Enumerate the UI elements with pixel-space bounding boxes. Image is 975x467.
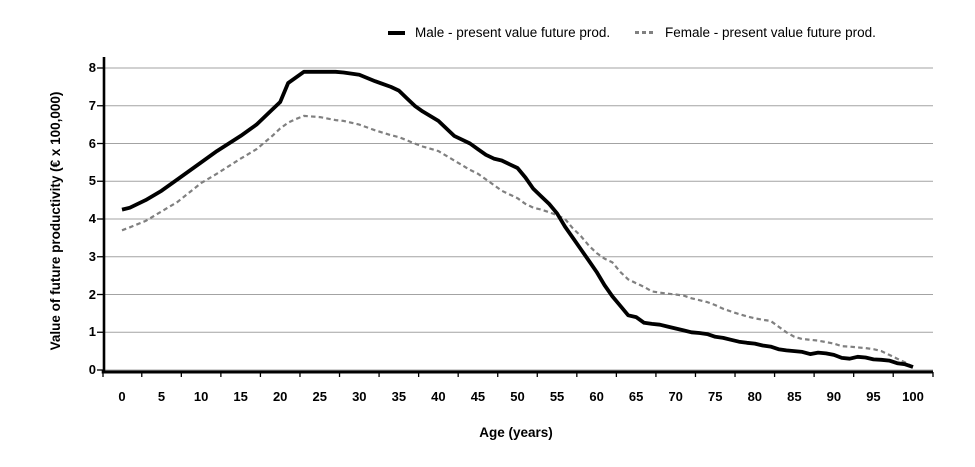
x-tick-label: 100 bbox=[902, 389, 924, 404]
x-tick-label: 50 bbox=[510, 389, 525, 404]
x-tick-label: 85 bbox=[787, 389, 802, 404]
y-tick-label: 8 bbox=[88, 60, 96, 75]
x-tick-label: 0 bbox=[118, 389, 126, 404]
x-tick-label: 90 bbox=[826, 389, 842, 404]
y-tick-label: 6 bbox=[88, 135, 96, 151]
legend: Male - present value future prod. Female… bbox=[0, 24, 975, 42]
x-tick-label: 5 bbox=[157, 389, 166, 404]
y-axis-title: Value of future productivity (€ x 100,00… bbox=[48, 91, 63, 351]
x-tick-label: 55 bbox=[549, 389, 565, 404]
x-tick-label: 10 bbox=[193, 389, 209, 404]
female-line-swatch-icon bbox=[635, 31, 655, 34]
legend-label-male: Male - present value future prod. bbox=[415, 25, 611, 40]
y-tick-label: 3 bbox=[88, 248, 96, 264]
y-tick-label: 0 bbox=[88, 362, 96, 377]
x-tick-label: 30 bbox=[352, 389, 367, 404]
y-tick-label: 7 bbox=[88, 97, 96, 113]
x-tick-label: 45 bbox=[470, 389, 486, 404]
x-tick-label: 65 bbox=[628, 389, 644, 404]
legend-label-female: Female - present value future prod. bbox=[665, 25, 876, 40]
y-tick-label: 4 bbox=[88, 211, 96, 226]
x-tick-label: 15 bbox=[233, 389, 248, 404]
female-series-line bbox=[121, 114, 914, 368]
legend-item-female: Female - present value future prod. bbox=[635, 24, 876, 41]
x-axis-title: Age (years) bbox=[479, 425, 553, 440]
x-tick-label: 40 bbox=[431, 389, 446, 404]
x-tick-label: 60 bbox=[589, 389, 604, 404]
x-tick-label: 35 bbox=[391, 389, 407, 404]
legend-item-male: Male - present value future prod. bbox=[388, 24, 610, 41]
x-tick-label: 95 bbox=[866, 389, 881, 404]
y-tick-label: 2 bbox=[88, 286, 96, 302]
x-tick-label: 75 bbox=[708, 389, 723, 404]
male-series-line bbox=[121, 69, 914, 369]
x-tick-label: 25 bbox=[312, 389, 327, 404]
x-tick-label: 70 bbox=[668, 389, 683, 404]
y-tick-label: 5 bbox=[88, 173, 96, 189]
male-line-swatch-icon bbox=[388, 30, 405, 35]
x-tick-label: 80 bbox=[747, 389, 763, 404]
x-tick-label: 20 bbox=[272, 389, 288, 404]
y-tick-label: 1 bbox=[88, 324, 96, 340]
